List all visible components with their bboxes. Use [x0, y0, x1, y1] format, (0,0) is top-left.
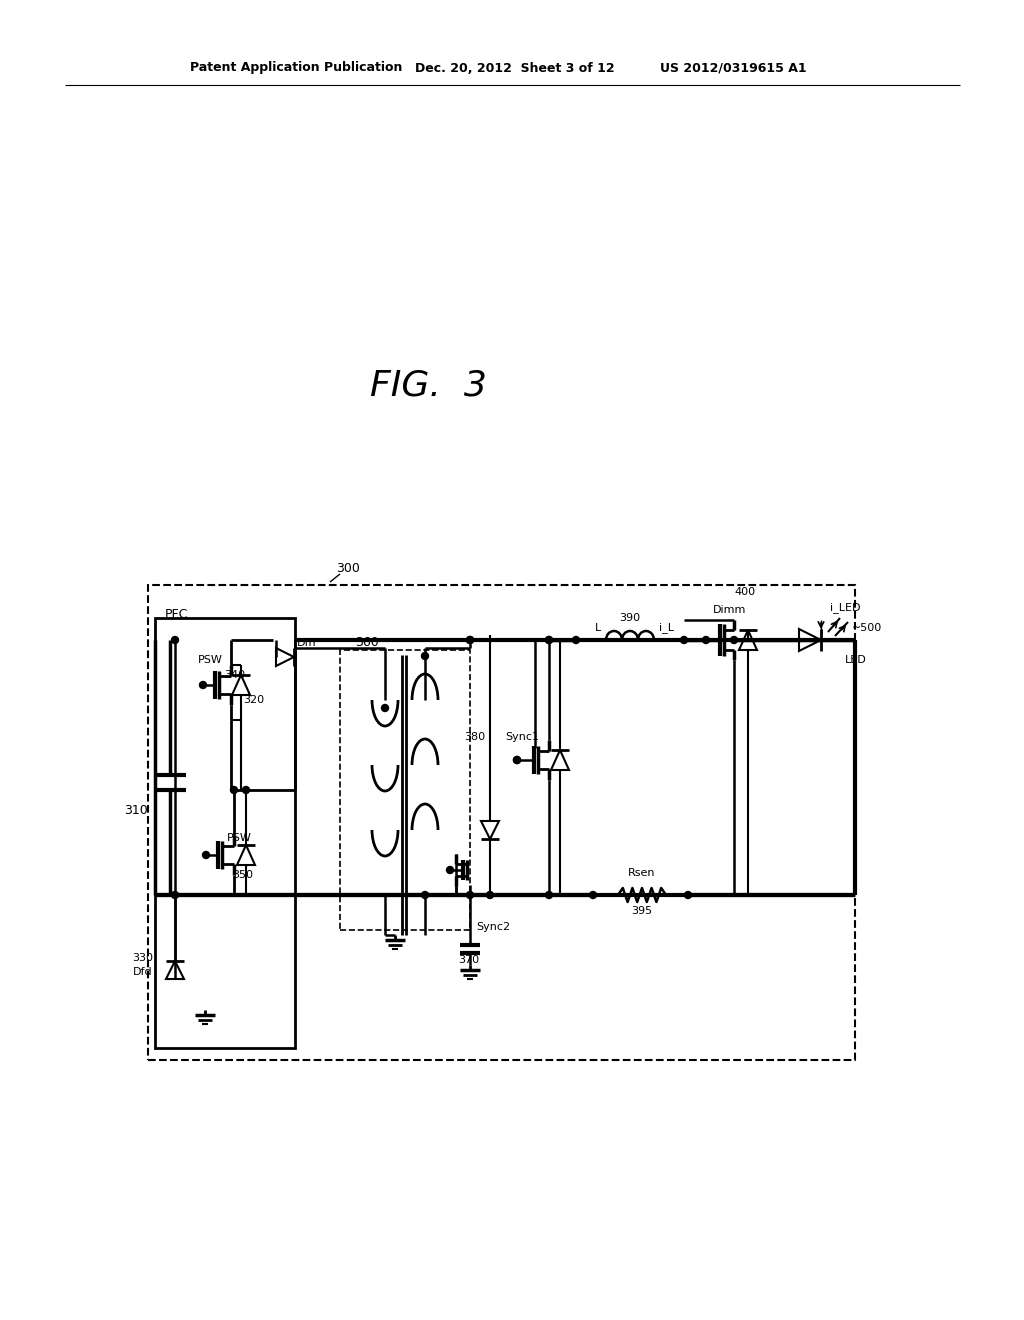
Text: L: L: [595, 623, 601, 634]
Text: 350: 350: [232, 870, 254, 880]
Circle shape: [382, 705, 388, 711]
Text: Patent Application Publication: Patent Application Publication: [190, 62, 402, 74]
Text: i_L: i_L: [659, 623, 674, 634]
Text: 340: 340: [224, 671, 246, 680]
Circle shape: [171, 891, 178, 899]
Circle shape: [730, 636, 737, 644]
Text: PSW: PSW: [227, 833, 252, 843]
Bar: [340, 649, 470, 931]
Text: ~500: ~500: [852, 623, 883, 634]
Text: 310: 310: [124, 804, 148, 817]
Text: LED: LED: [845, 655, 866, 665]
Circle shape: [546, 636, 553, 644]
Text: 330: 330: [132, 953, 153, 964]
Circle shape: [446, 866, 454, 874]
Circle shape: [467, 636, 473, 644]
Circle shape: [546, 891, 553, 899]
Circle shape: [513, 756, 520, 763]
Circle shape: [702, 636, 710, 644]
Text: 395: 395: [632, 906, 652, 916]
Text: Sync1: Sync1: [505, 733, 539, 742]
Text: Dec. 20, 2012  Sheet 3 of 12: Dec. 20, 2012 Sheet 3 of 12: [415, 62, 614, 74]
Circle shape: [513, 756, 520, 763]
Circle shape: [200, 681, 207, 689]
Text: Dfd: Dfd: [133, 968, 153, 977]
Circle shape: [422, 652, 428, 660]
Text: Dfh: Dfh: [297, 638, 316, 648]
Text: 360: 360: [355, 636, 379, 649]
Circle shape: [243, 787, 250, 793]
Circle shape: [590, 891, 597, 899]
Circle shape: [171, 636, 178, 644]
Text: 380: 380: [465, 733, 485, 742]
Text: Rsen: Rsen: [629, 869, 655, 878]
Text: 400: 400: [734, 587, 756, 597]
Text: Sync2: Sync2: [476, 921, 510, 932]
Text: 390: 390: [620, 612, 641, 623]
Circle shape: [467, 891, 473, 899]
Bar: [155, 618, 295, 1048]
Text: 320: 320: [243, 696, 264, 705]
Circle shape: [572, 636, 580, 644]
Text: US 2012/0319615 A1: US 2012/0319615 A1: [660, 62, 807, 74]
Text: 300: 300: [336, 561, 360, 574]
Circle shape: [422, 891, 428, 899]
Circle shape: [467, 636, 473, 644]
Circle shape: [203, 851, 210, 858]
Circle shape: [684, 891, 691, 899]
Text: Dimm: Dimm: [714, 605, 746, 615]
Text: FIG.  3: FIG. 3: [370, 368, 486, 403]
Circle shape: [486, 891, 494, 899]
Circle shape: [230, 787, 238, 793]
Text: PFC: PFC: [165, 607, 188, 620]
Text: 370: 370: [458, 954, 479, 965]
Circle shape: [681, 636, 687, 644]
Text: i_LED: i_LED: [830, 602, 860, 614]
Circle shape: [546, 636, 553, 644]
Text: PSW: PSW: [198, 655, 222, 665]
